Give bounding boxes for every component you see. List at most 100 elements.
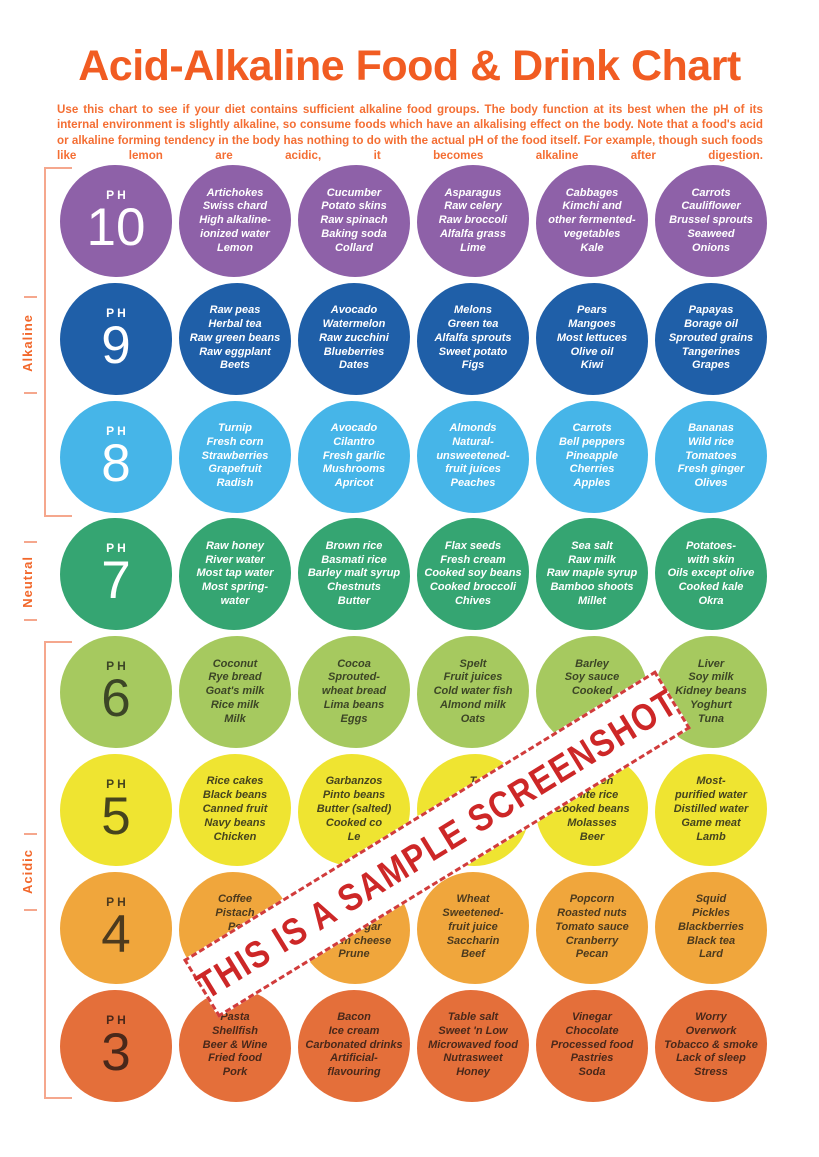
food-item: Mangoes <box>568 318 616 331</box>
food-item: Turnip <box>217 422 252 435</box>
food-circle: Raw honey River water Most tap water Most s… <box>179 518 291 631</box>
food-item: Blackberries <box>677 920 745 933</box>
food-item: Honey <box>456 1066 490 1079</box>
food-item: Microwaved food <box>428 1038 518 1051</box>
label-dash <box>24 392 37 394</box>
alkaline-label: Alkaline <box>20 314 35 372</box>
food-circle: Cocoa Sprouted-wheat bread Lima beans Eggs <box>298 636 410 749</box>
food-item: Pecan <box>575 948 609 961</box>
food-item: Pickles <box>692 907 730 920</box>
food-item: Bamboo shoots <box>550 581 634 594</box>
food-item: Nutrasweet <box>443 1052 503 1065</box>
food-item: Fresh ginger <box>677 463 745 476</box>
food-item: Cucumber <box>326 186 382 199</box>
food-item: Table salt <box>447 1011 499 1024</box>
food-item: Apricot <box>334 477 374 490</box>
food-item: Lard <box>699 948 723 961</box>
food-item: Cooked co <box>325 816 383 829</box>
label-dash <box>24 541 37 543</box>
food-circle: Potatoes-with skin Oils except olive Cooke… <box>655 518 767 631</box>
food-circle: Avocado Watermelon Raw zucchini Blueberries… <box>298 282 410 395</box>
food-item: Fresh corn <box>206 435 264 448</box>
food-item: Rice milk <box>210 699 260 712</box>
ph-label: PH <box>106 541 129 556</box>
ph-label: PH <box>106 188 129 202</box>
food-item: Sweet potato <box>438 345 508 358</box>
food-item: Rye bread <box>208 671 262 684</box>
food-item: Fried food <box>208 1052 262 1065</box>
ph-number: 9 <box>101 315 131 375</box>
food-item: Potato skins <box>321 200 387 213</box>
neutral-label: Neutral <box>20 556 35 608</box>
food-item: Most spring- <box>202 581 268 594</box>
food-item: Tomatoes <box>685 449 737 462</box>
food-item: Soy sauce <box>564 671 620 684</box>
food-circle: Pears Mangoes Most lettuces Olive oil Kiwi <box>536 282 648 395</box>
food-circle: Spelt Fruit juices Cold water fish Almond m… <box>417 636 529 749</box>
food-item: Chestnuts <box>327 581 381 594</box>
food-circle: Coconut Rye bread Goat's milk Rice milk Milk <box>179 636 291 749</box>
ph-row-3: PH 3 Pasta Shellfish Beer & Wine Fried food Po… <box>60 988 767 1106</box>
food-circle: Pasta Shellfish Beer & Wine Fried food Pork <box>179 989 291 1102</box>
food-item: Raw maple syrup <box>546 567 638 580</box>
food-item: Baking soda <box>321 227 387 240</box>
food-item: Lack of sleep <box>676 1052 746 1065</box>
food-item: Papayas <box>688 304 734 317</box>
food-item: Squid <box>695 893 727 906</box>
food-item: Sea salt <box>571 539 613 552</box>
food-item: Bell peppers <box>558 435 626 448</box>
food-item: Pasta <box>220 1011 250 1024</box>
food-item: Sweetened- <box>442 907 504 920</box>
food-item: Natural- <box>452 435 494 448</box>
food-item: Cocoa <box>337 657 371 670</box>
label-dash <box>24 833 37 835</box>
food-item: High alkaline- <box>199 214 271 227</box>
food-circle: Wheat Sweetened-fruit juice Saccharin Beef <box>417 871 529 984</box>
food-item: Coconut <box>212 657 258 670</box>
food-item: Pears <box>577 304 607 317</box>
food-circle: Papayas Borage oil Sprouted grains Tangerin… <box>655 282 767 395</box>
food-item: Green tea <box>447 318 499 331</box>
food-item: Herbal tea <box>208 318 262 331</box>
food-item: Shellfish <box>212 1024 258 1037</box>
food-item: Watermelon <box>322 318 386 331</box>
food-item: Stress <box>694 1066 728 1079</box>
ph-circle-6: PH 6 <box>60 636 172 749</box>
food-item: Most lettuces <box>556 331 628 344</box>
food-item: Olive oil <box>570 345 614 358</box>
food-item: with skin <box>687 553 735 566</box>
food-item: Cauliflower <box>681 200 741 213</box>
food-item: Kiwi <box>580 359 604 372</box>
food-item: Game meat <box>681 816 741 829</box>
food-item: Black tea <box>686 934 736 947</box>
food-item: ionized water <box>200 227 270 240</box>
food-circle: Raw peas Herbal tea Raw green beans Raw egg… <box>179 282 291 395</box>
food-item: Rice cakes <box>206 775 264 788</box>
food-item: Ice cream <box>328 1024 380 1037</box>
food-circle: Cabbages Kimchi and other fermented-vegeta… <box>536 165 648 277</box>
food-circle: Melons Green tea Alfalfa sprouts Sweet pota… <box>417 282 529 395</box>
food-item: Beef <box>461 948 485 961</box>
food-item: Goat's milk <box>205 685 265 698</box>
ph-number: 4 <box>101 904 131 964</box>
food-item: Distilled water <box>673 803 749 816</box>
food-item: Black beans <box>202 789 268 802</box>
food-circle: Most-purified water Distilled water Game m… <box>655 753 767 866</box>
food-item: Cherries <box>569 463 615 476</box>
food-item: Apples <box>573 477 611 490</box>
ph-circle-10: PH 10 <box>60 165 172 277</box>
food-item: Artificial- <box>330 1052 378 1065</box>
food-item: Swiss chard <box>202 200 268 213</box>
food-item: Garbanzos <box>325 775 383 788</box>
food-item: Raw peas <box>209 304 261 317</box>
food-item: water <box>220 595 250 608</box>
food-item: fruit juices <box>445 463 501 476</box>
food-item: Tomato sauce <box>555 920 629 933</box>
food-item: Fresh garlic <box>322 449 386 462</box>
food-circle: Worry Overwork Tobacco & smoke Lack of slee… <box>655 989 767 1102</box>
food-item: Chives <box>454 595 492 608</box>
food-item: Olives <box>694 477 728 490</box>
ph-circle-5: PH 5 <box>60 753 172 866</box>
ph-number: 8 <box>101 433 131 493</box>
food-item: Wild rice <box>688 435 734 448</box>
